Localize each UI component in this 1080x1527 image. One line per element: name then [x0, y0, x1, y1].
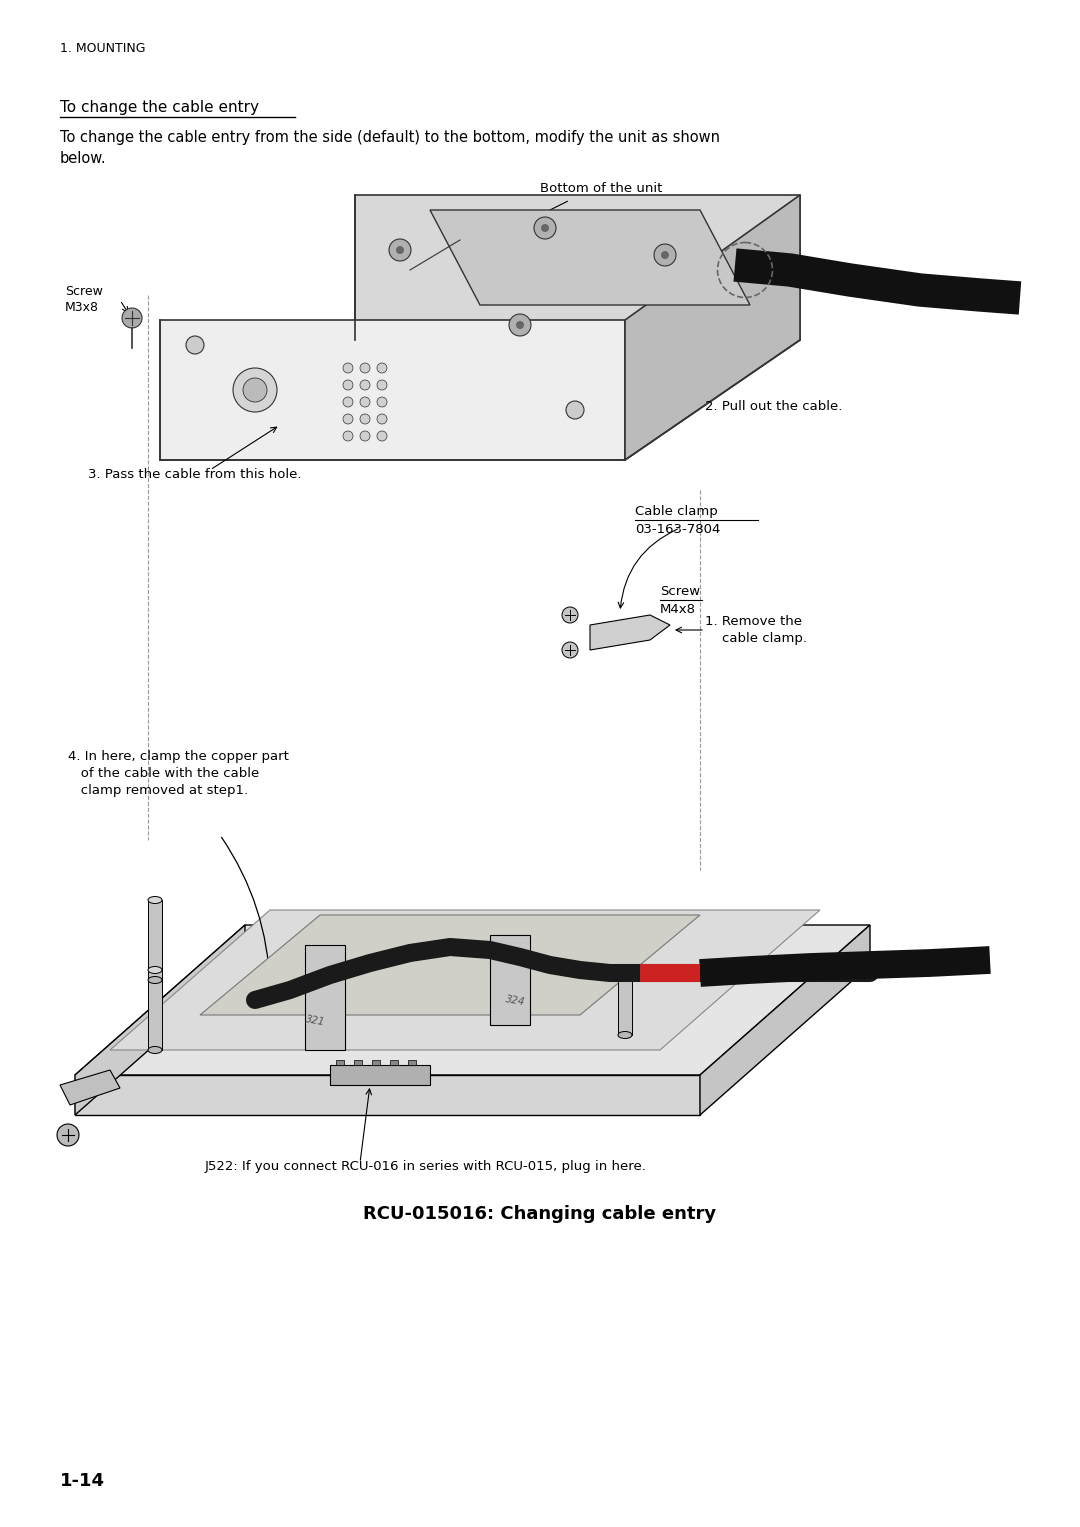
- Circle shape: [360, 414, 370, 425]
- Polygon shape: [200, 915, 700, 1015]
- Polygon shape: [490, 935, 530, 1025]
- Text: 3. Pass the cable from this hole.: 3. Pass the cable from this hole.: [87, 467, 301, 481]
- Circle shape: [562, 641, 578, 658]
- Polygon shape: [148, 970, 162, 1051]
- Polygon shape: [148, 899, 162, 980]
- Polygon shape: [408, 1060, 416, 1064]
- Polygon shape: [75, 925, 870, 1075]
- Text: 1. Remove the
    cable clamp.: 1. Remove the cable clamp.: [705, 615, 807, 644]
- Text: Cable clamp: Cable clamp: [635, 505, 718, 518]
- Text: 03-163-7804: 03-163-7804: [635, 524, 720, 536]
- Ellipse shape: [148, 896, 162, 904]
- Circle shape: [377, 363, 387, 373]
- Circle shape: [566, 402, 584, 418]
- Circle shape: [360, 397, 370, 408]
- Text: M4x8: M4x8: [660, 603, 696, 615]
- Text: 1-14: 1-14: [60, 1472, 105, 1490]
- Circle shape: [534, 217, 556, 240]
- Circle shape: [377, 431, 387, 441]
- Text: 4. In here, clamp the copper part
   of the cable with the cable
   clamp remove: 4. In here, clamp the copper part of the…: [68, 750, 288, 797]
- Text: Bottom of the unit: Bottom of the unit: [540, 182, 662, 195]
- Circle shape: [360, 363, 370, 373]
- Circle shape: [509, 315, 531, 336]
- Text: 321: 321: [305, 1014, 326, 1028]
- Circle shape: [377, 380, 387, 389]
- Circle shape: [343, 397, 353, 408]
- Circle shape: [122, 308, 141, 328]
- Text: 1. MOUNTING: 1. MOUNTING: [60, 43, 146, 55]
- Circle shape: [343, 380, 353, 389]
- Circle shape: [343, 431, 353, 441]
- Circle shape: [360, 431, 370, 441]
- Polygon shape: [75, 1075, 700, 1115]
- Text: 2. Pull out the cable.: 2. Pull out the cable.: [705, 400, 842, 412]
- Polygon shape: [700, 925, 870, 1115]
- Polygon shape: [618, 976, 632, 1035]
- Circle shape: [541, 224, 549, 232]
- Polygon shape: [110, 910, 820, 1051]
- Ellipse shape: [148, 1046, 162, 1054]
- Circle shape: [233, 368, 276, 412]
- Text: RCU-015016: Changing cable entry: RCU-015016: Changing cable entry: [364, 1205, 716, 1223]
- Polygon shape: [354, 1060, 362, 1064]
- Text: 324: 324: [505, 994, 526, 1006]
- Text: J522: If you connect RCU-016 in series with RCU-015, plug in here.: J522: If you connect RCU-016 in series w…: [205, 1161, 647, 1173]
- Polygon shape: [75, 925, 245, 1115]
- Polygon shape: [625, 195, 800, 460]
- Polygon shape: [336, 1060, 345, 1064]
- Polygon shape: [372, 1060, 380, 1064]
- Polygon shape: [305, 945, 345, 1051]
- Circle shape: [57, 1124, 79, 1145]
- Circle shape: [516, 321, 524, 328]
- Text: Screw
M3x8: Screw M3x8: [65, 286, 103, 315]
- Circle shape: [654, 244, 676, 266]
- Circle shape: [377, 397, 387, 408]
- Circle shape: [377, 414, 387, 425]
- Polygon shape: [430, 211, 750, 305]
- Polygon shape: [355, 195, 800, 341]
- Circle shape: [389, 240, 411, 261]
- Polygon shape: [390, 1060, 399, 1064]
- Ellipse shape: [148, 976, 162, 983]
- Polygon shape: [60, 1070, 120, 1106]
- Circle shape: [562, 608, 578, 623]
- Text: To change the cable entry from the side (default) to the bottom, modify the unit: To change the cable entry from the side …: [60, 130, 720, 166]
- Circle shape: [396, 246, 404, 253]
- Text: Screw: Screw: [660, 585, 700, 599]
- Ellipse shape: [618, 971, 632, 979]
- Circle shape: [360, 380, 370, 389]
- Polygon shape: [160, 321, 625, 460]
- Polygon shape: [330, 1064, 430, 1086]
- Circle shape: [186, 336, 204, 354]
- Circle shape: [343, 414, 353, 425]
- Circle shape: [661, 250, 669, 260]
- Circle shape: [343, 363, 353, 373]
- Ellipse shape: [618, 1032, 632, 1038]
- Polygon shape: [590, 615, 670, 651]
- Text: To change the cable entry: To change the cable entry: [60, 99, 259, 115]
- Ellipse shape: [148, 967, 162, 974]
- Circle shape: [243, 379, 267, 402]
